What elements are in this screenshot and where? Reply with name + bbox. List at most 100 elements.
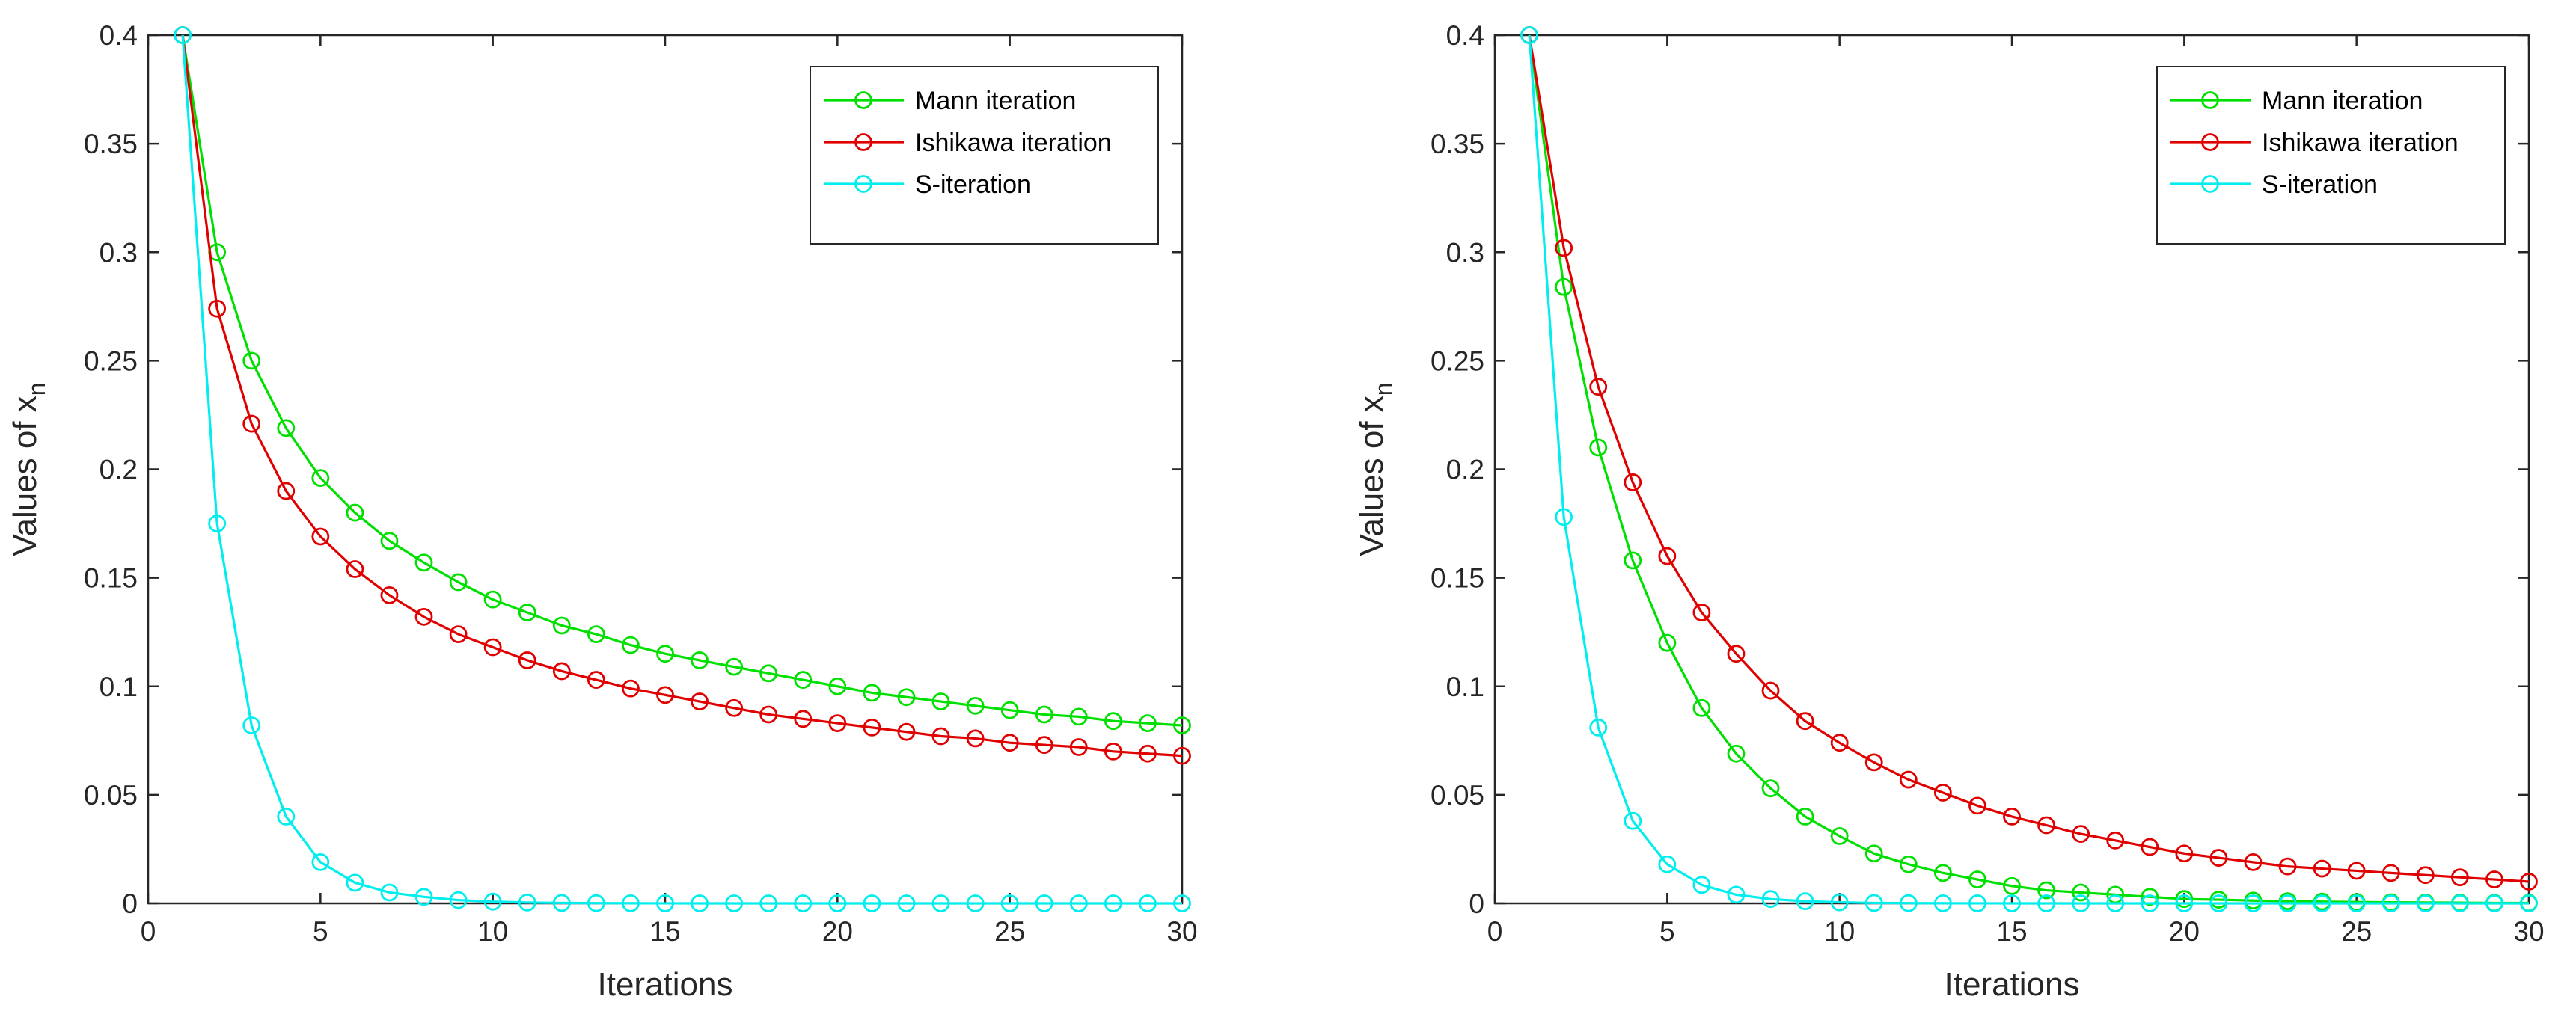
data-point bbox=[2347, 862, 2366, 880]
data-point bbox=[1727, 645, 1746, 663]
data-point bbox=[587, 671, 605, 689]
series-2 bbox=[1520, 26, 2538, 891]
data-point bbox=[208, 299, 227, 318]
data-point bbox=[1968, 796, 1986, 815]
legend-marker bbox=[2201, 91, 2219, 109]
data-point bbox=[483, 638, 502, 657]
x-tick-label: 5 bbox=[1659, 916, 1675, 947]
data-point bbox=[2141, 888, 2159, 906]
data-point bbox=[552, 662, 571, 681]
x-tick-label: 30 bbox=[2513, 916, 2544, 947]
y-tick-label: 0.35 bbox=[1431, 129, 1484, 159]
legend: Mann iteration Ishikawa iteration S-iterat… bbox=[2156, 66, 2506, 245]
data-point bbox=[794, 894, 813, 912]
data-point bbox=[656, 894, 674, 912]
data-point bbox=[1173, 716, 1191, 734]
data-point bbox=[311, 527, 330, 546]
data-point bbox=[1899, 894, 1918, 912]
data-point bbox=[311, 853, 330, 871]
data-point bbox=[966, 729, 985, 748]
x-axis-label: Iterations bbox=[598, 966, 733, 1003]
data-point bbox=[794, 671, 813, 689]
series-1 bbox=[174, 26, 1191, 734]
data-point bbox=[897, 722, 916, 741]
data-point bbox=[1173, 746, 1191, 765]
data-point bbox=[1761, 681, 1780, 700]
data-point bbox=[277, 482, 296, 500]
data-point bbox=[2278, 857, 2297, 876]
data-point bbox=[174, 26, 192, 44]
data-point bbox=[1104, 894, 1122, 912]
data-point bbox=[759, 705, 778, 724]
data-point bbox=[1520, 26, 1538, 44]
y-tick-label: 0.2 bbox=[100, 455, 138, 485]
y-axis-label: Values of xn bbox=[1353, 382, 1397, 556]
data-point bbox=[1624, 473, 1642, 491]
data-point bbox=[1589, 438, 1608, 457]
data-point bbox=[587, 625, 605, 643]
y-tick-label: 0.4 bbox=[1446, 20, 1484, 51]
series-line bbox=[1528, 34, 2529, 905]
data-point bbox=[1104, 712, 1122, 731]
data-point bbox=[1727, 744, 1746, 763]
legend-marker bbox=[2201, 133, 2219, 151]
legend-label: Ishikawa iteration bbox=[915, 129, 1112, 157]
x-tick-label: 30 bbox=[1166, 916, 1197, 947]
data-point bbox=[2106, 831, 2125, 850]
data-point bbox=[414, 607, 433, 626]
data-point bbox=[518, 651, 536, 669]
data-point bbox=[242, 414, 261, 433]
y-tick-label: 0.05 bbox=[84, 780, 138, 811]
x-tick-label: 0 bbox=[141, 916, 156, 947]
data-point bbox=[2175, 890, 2194, 909]
data-point bbox=[1139, 894, 1157, 912]
data-point bbox=[1658, 855, 1677, 873]
data-point bbox=[242, 716, 261, 734]
data-point bbox=[966, 894, 985, 912]
data-point bbox=[622, 894, 640, 912]
x-tick-label: 5 bbox=[313, 916, 328, 947]
data-point bbox=[1692, 698, 1711, 717]
data-point bbox=[311, 469, 330, 488]
y-tick-label: 0.25 bbox=[1431, 345, 1484, 376]
data-point bbox=[931, 894, 950, 912]
data-point bbox=[863, 718, 881, 737]
data-point bbox=[1933, 784, 1952, 802]
legend-entry-2: Ishikawa iteration bbox=[824, 129, 1112, 157]
data-point bbox=[691, 651, 709, 669]
series-line bbox=[181, 34, 1182, 905]
series-line bbox=[1528, 34, 2530, 883]
data-point bbox=[1555, 508, 1573, 526]
data-point bbox=[2037, 816, 2055, 835]
data-point bbox=[346, 873, 364, 892]
data-point bbox=[2141, 838, 2159, 856]
data-point bbox=[449, 891, 468, 909]
data-point bbox=[2106, 894, 2125, 912]
data-point bbox=[2003, 894, 2021, 912]
data-point bbox=[863, 894, 881, 912]
data-point bbox=[380, 586, 399, 604]
y-tick-label: 0.05 bbox=[1431, 780, 1484, 811]
legend-label: Mann iteration bbox=[2262, 87, 2423, 115]
legend-entry-3: S-iteration bbox=[2170, 171, 2378, 199]
data-point bbox=[2072, 894, 2090, 912]
data-point bbox=[414, 553, 433, 572]
data-point bbox=[1899, 855, 1918, 873]
legend-entry-1: Mann iteration bbox=[824, 87, 1076, 115]
data-point bbox=[2278, 894, 2297, 912]
y-tick-label: 0.2 bbox=[1446, 455, 1484, 485]
legend-marker bbox=[854, 175, 872, 193]
y-tick-label: 0.15 bbox=[84, 563, 138, 594]
y-tick-label: 0 bbox=[1469, 888, 1484, 919]
y-tick-label: 0.3 bbox=[100, 237, 138, 268]
legend-marker bbox=[854, 133, 872, 151]
data-point bbox=[2450, 894, 2469, 912]
data-point bbox=[1830, 827, 1849, 845]
y-tick-label: 0.25 bbox=[84, 345, 138, 376]
data-point bbox=[208, 515, 227, 532]
data-point bbox=[1000, 701, 1019, 719]
data-point bbox=[2313, 859, 2331, 878]
data-point bbox=[725, 698, 744, 717]
data-point bbox=[1658, 633, 1677, 652]
data-point bbox=[1968, 894, 1986, 912]
